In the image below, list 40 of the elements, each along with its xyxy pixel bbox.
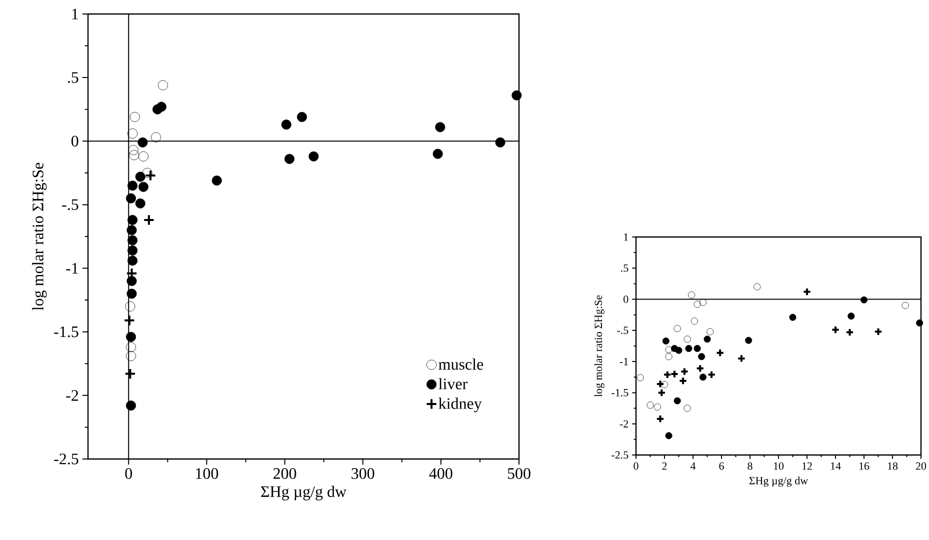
y-tick-label: -2: [66, 390, 78, 401]
y-tick-label: -2.5: [54, 454, 78, 464]
y-tick-label: -1: [66, 263, 78, 274]
x-tick-label: 2: [662, 462, 667, 470]
y-tick-label: 1: [72, 8, 78, 20]
x-tick-label: 14: [830, 462, 841, 470]
x-tick-label: 0: [125, 468, 132, 479]
x-tick-label: 10: [774, 462, 784, 470]
legend-label: kidney: [438, 398, 482, 412]
x-tick-label: 100: [196, 468, 218, 479]
y-tick-label: 0: [624, 296, 628, 303]
y-tick-label: .5: [68, 72, 78, 83]
x-tick-label: 300: [352, 468, 374, 479]
y-tick-label: 1: [624, 233, 628, 241]
x-tick-label: 12: [802, 462, 812, 470]
x-tick-label: 4: [690, 462, 696, 470]
y-tick-label: -2.5: [612, 451, 628, 459]
y-tick-label: -1: [620, 358, 628, 366]
x-tick-label: 20: [916, 462, 926, 470]
y-tick-label: -.5: [617, 326, 628, 334]
x-tick-label: 0: [634, 462, 638, 470]
y-tick-label: -1.5: [612, 388, 628, 396]
x-axis-title: ΣHg µg/g dw: [261, 486, 346, 500]
y-axis-title: log molar ratio ΣHg:Se: [594, 295, 604, 397]
x-tick-label: 6: [719, 462, 724, 470]
y-tick-label: -2: [620, 420, 628, 428]
x-tick-label: 200: [273, 468, 296, 479]
y-tick-label: -.5: [62, 199, 78, 210]
y-axis-title: log molar ratio ΣHg:Se: [32, 162, 47, 310]
x-tick-label: 8: [748, 462, 752, 470]
y-tick-label: 0: [71, 136, 78, 147]
x-axis-title: ΣHg µg/g dw: [749, 476, 808, 487]
x-tick-label: 500: [508, 468, 530, 479]
legend-label: muscle: [438, 358, 484, 370]
x-tick-label: 16: [859, 462, 870, 470]
x-tick-label: 18: [888, 462, 898, 470]
legend-label: liver: [438, 378, 468, 390]
y-tick-label: .5: [621, 264, 628, 272]
x-tick-label: 400: [429, 468, 452, 479]
y-tick-label: -1.5: [54, 326, 78, 338]
